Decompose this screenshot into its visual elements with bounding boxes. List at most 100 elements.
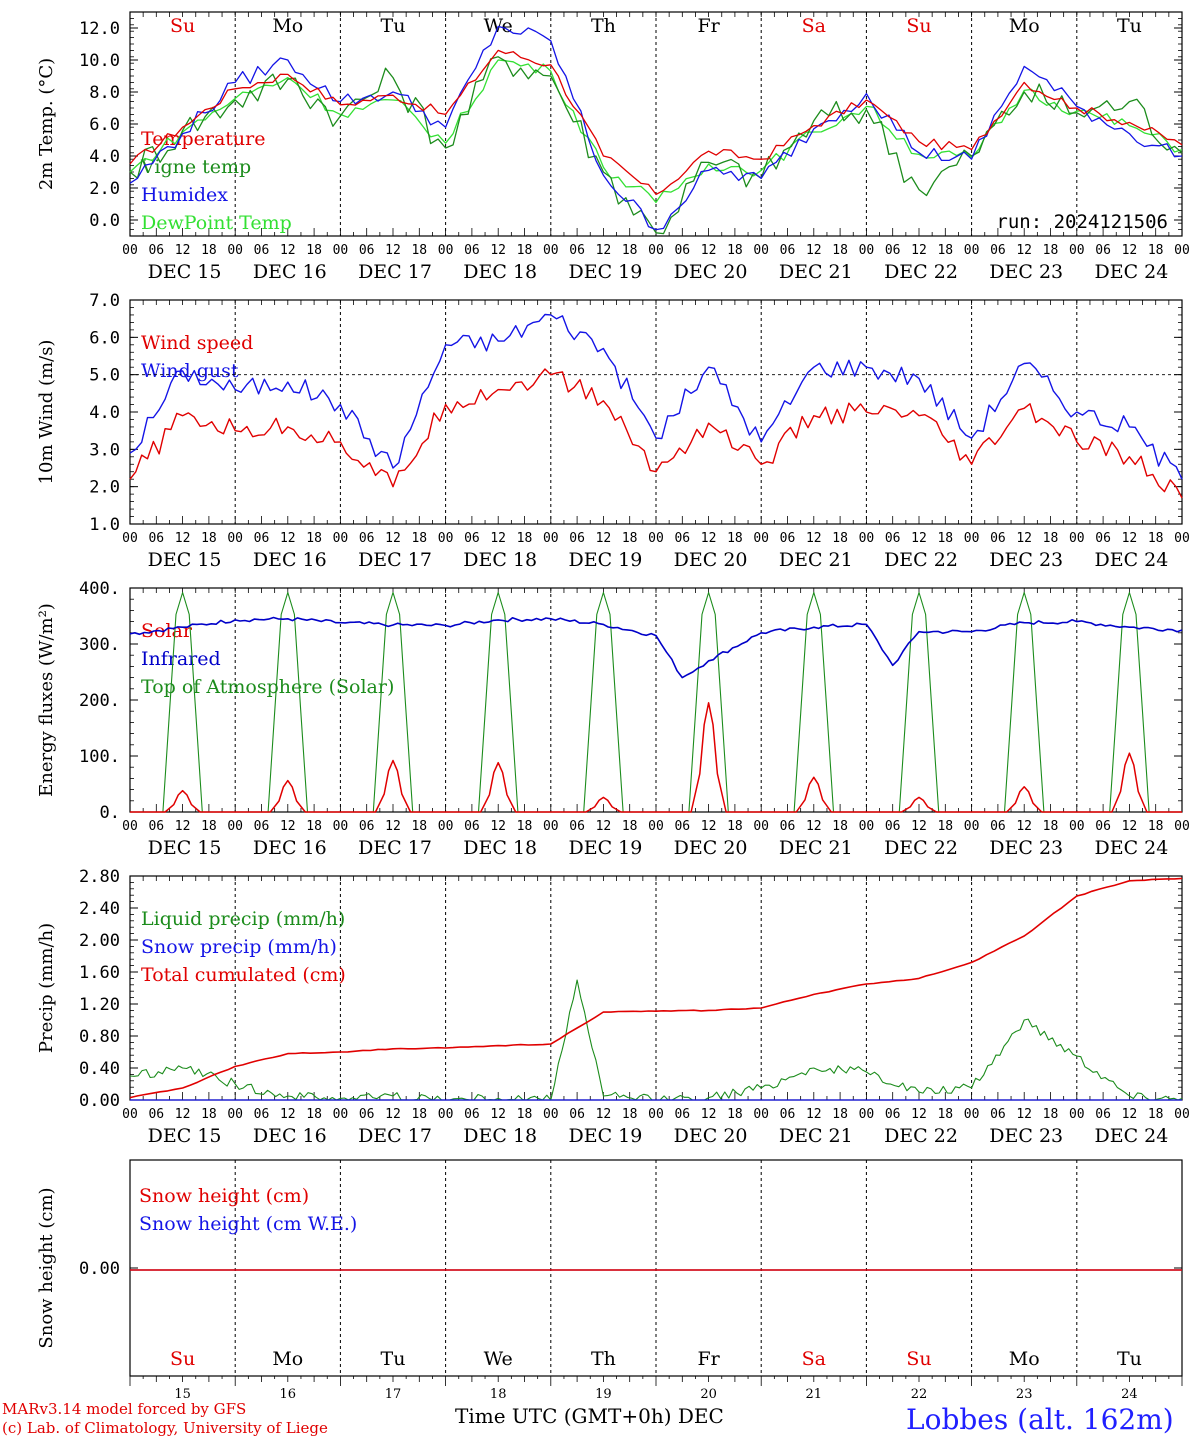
- date-label: DEC 22: [884, 1125, 958, 1147]
- hour-tick-label: 12: [596, 531, 612, 546]
- date-label: DEC 21: [779, 261, 853, 283]
- weekday-label-top: Su: [906, 15, 931, 37]
- weekday-label-top: Mo: [1009, 15, 1040, 37]
- hour-tick-label: 06: [1095, 1107, 1111, 1122]
- hour-tick-label: 18: [517, 243, 533, 258]
- temp-series-line: [129, 59, 1183, 204]
- y-tick-label: 3.0: [89, 440, 120, 460]
- day-number-label: 23: [1016, 1387, 1033, 1402]
- hour-tick-label: 12: [596, 819, 612, 834]
- wind-legend: Wind speed Wind gust: [141, 332, 253, 382]
- day-number-label: 19: [595, 1387, 612, 1402]
- hour-tick-label: 12: [385, 819, 401, 834]
- legend-entry: Snow height (cm W.E.): [139, 1213, 357, 1235]
- y-tick-label: 0.0: [89, 211, 120, 231]
- date-label: DEC 21: [779, 837, 853, 859]
- hour-tick-label: 06: [359, 243, 375, 258]
- y-tick-label: 10.0: [79, 51, 120, 71]
- y-axis-label: Energy fluxes (W/m²): [36, 603, 57, 797]
- wind-series-line: [129, 368, 1183, 499]
- hour-tick-label: 12: [806, 1107, 822, 1122]
- wind-series-line: [129, 313, 1183, 480]
- day-number-label: 24: [1121, 1387, 1138, 1402]
- hour-tick-label: 00: [964, 819, 980, 834]
- hour-tick-label: 12: [806, 819, 822, 834]
- weekday-label-bottom: Su: [170, 1348, 195, 1370]
- hour-tick-label: 06: [674, 243, 690, 258]
- hour-tick-label: 18: [201, 531, 217, 546]
- y-tick-label: 0.40: [79, 1059, 120, 1079]
- date-label: DEC 22: [884, 837, 958, 859]
- hour-tick-label: 18: [727, 243, 743, 258]
- date-label: DEC 15: [148, 1125, 222, 1147]
- legend-entry: Vigne temp: [140, 156, 251, 178]
- date-label: DEC 20: [674, 549, 748, 571]
- date-label: DEC 15: [148, 549, 222, 571]
- hour-tick-label: 00: [648, 1107, 664, 1122]
- hour-tick-label: 06: [254, 531, 270, 546]
- legend-entry: Infrared: [141, 648, 221, 670]
- legend-entry: Temperature: [141, 128, 265, 150]
- hour-tick-label: 12: [596, 1107, 612, 1122]
- date-label: DEC 23: [989, 549, 1063, 571]
- hour-tick-label: 00: [1174, 819, 1190, 834]
- hour-tick-label: 12: [1016, 819, 1032, 834]
- date-label: DEC 24: [1094, 837, 1168, 859]
- date-label: DEC 16: [253, 837, 327, 859]
- hour-tick-label: 06: [254, 243, 270, 258]
- y-tick-label: 0.80: [79, 1027, 120, 1047]
- hour-tick-label: 00: [333, 1107, 349, 1122]
- hour-tick-label: 06: [780, 1107, 796, 1122]
- date-label: DEC 17: [358, 837, 432, 859]
- hour-tick-label: 06: [885, 819, 901, 834]
- hour-tick-label: 00: [122, 819, 138, 834]
- hour-tick-label: 06: [780, 243, 796, 258]
- hour-tick-label: 00: [227, 1107, 243, 1122]
- hour-tick-label: 06: [359, 819, 375, 834]
- hour-tick-label: 18: [832, 243, 848, 258]
- hour-tick-label: 18: [306, 243, 322, 258]
- date-label: DEC 20: [674, 1125, 748, 1147]
- legend-entry: Liquid precip (mm/h): [141, 908, 345, 930]
- hour-tick-label: 06: [464, 819, 480, 834]
- hour-tick-label: 18: [411, 819, 427, 834]
- x-axis-month: DEC: [677, 1404, 724, 1428]
- hour-tick-label: 18: [1043, 1107, 1059, 1122]
- footer-credits: MARv3.14 model forced by GFS (c) Lab. of…: [2, 1400, 328, 1438]
- y-tick-label: 2.0: [89, 478, 120, 498]
- day-number-label: 21: [806, 1387, 823, 1402]
- hour-tick-label: 00: [1069, 243, 1085, 258]
- weekday-label-bottom: Su: [906, 1348, 931, 1370]
- weekday-label-bottom: We: [484, 1348, 513, 1370]
- weekday-label-bottom: Mo: [272, 1348, 303, 1370]
- hour-tick-label: 18: [832, 531, 848, 546]
- date-label: DEC 19: [568, 837, 642, 859]
- weekday-label-top: Th: [591, 15, 616, 37]
- hour-tick-label: 00: [753, 243, 769, 258]
- hour-tick-label: 12: [806, 531, 822, 546]
- hour-tick-label: 18: [937, 243, 953, 258]
- y-tick-label: 4.0: [89, 403, 120, 423]
- hour-tick-label: 18: [832, 819, 848, 834]
- hour-tick-label: 12: [1122, 819, 1138, 834]
- hour-tick-label: 12: [175, 531, 191, 546]
- hour-tick-label: 12: [911, 1107, 927, 1122]
- hour-tick-label: 18: [306, 1107, 322, 1122]
- weekday-label-bottom: Sa: [802, 1348, 826, 1370]
- panel-2: 1.0 2.0 3.0 4.0 5.0 6.0 7.0 10m Wind (m/s) 00 06 1…: [36, 291, 1190, 571]
- hour-tick-label: 12: [1016, 531, 1032, 546]
- weekday-label-bottom: Tu: [1117, 1348, 1142, 1370]
- legend-entry: Snow precip (mm/h): [141, 936, 337, 958]
- hour-tick-label: 18: [1148, 531, 1164, 546]
- hour-tick-label: 12: [1122, 531, 1138, 546]
- date-label: DEC 17: [358, 1125, 432, 1147]
- y-tick-label: 100.: [79, 747, 120, 767]
- hour-tick-label: 06: [569, 531, 585, 546]
- model-credit: MARv3.14 model forced by GFS: [2, 1400, 247, 1418]
- y-tick-label: 1.60: [79, 963, 120, 983]
- hour-tick-label: 18: [937, 819, 953, 834]
- hour-tick-label: 12: [1016, 1107, 1032, 1122]
- hour-tick-label: 18: [1043, 531, 1059, 546]
- hour-tick-label: 12: [1122, 243, 1138, 258]
- hour-tick-label: 06: [885, 531, 901, 546]
